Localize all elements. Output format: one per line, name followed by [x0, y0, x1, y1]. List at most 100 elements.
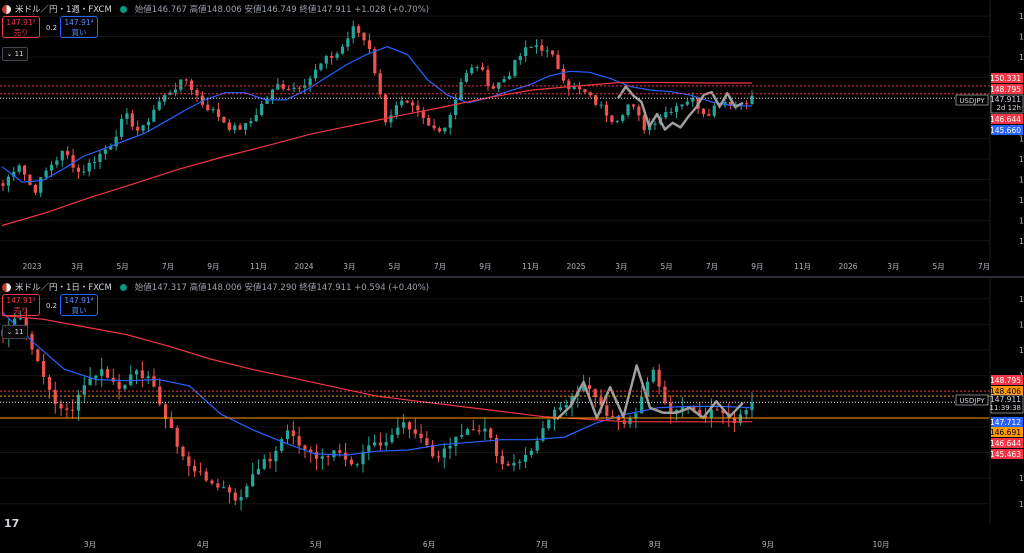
candle — [680, 104, 684, 107]
candle — [669, 402, 673, 414]
candle — [402, 422, 406, 428]
pattern-drawing[interactable] — [556, 364, 744, 421]
level-label-box — [991, 375, 1023, 385]
candle — [82, 171, 86, 173]
candle — [88, 378, 92, 386]
x-tick-label: 5月 — [389, 262, 401, 271]
x-tick-label: 7月 — [162, 262, 174, 271]
candle — [141, 125, 145, 131]
candle — [53, 389, 57, 404]
candle — [405, 100, 409, 103]
pattern-drawing[interactable] — [616, 85, 744, 131]
y-tick-label: 132.000 — [1019, 176, 1024, 185]
buy-button[interactable]: 147.91⁴ 買い — [60, 16, 98, 38]
pane-divider[interactable] — [0, 276, 1024, 278]
candle — [642, 115, 646, 131]
candle — [651, 369, 655, 382]
candle — [22, 165, 27, 175]
market-open-icon — [119, 5, 127, 13]
candle — [491, 86, 495, 89]
candle — [480, 67, 485, 70]
x-tick-label: 6月 — [423, 540, 435, 549]
candle — [65, 408, 69, 410]
level-label-text: 150.331 — [990, 74, 1021, 83]
x-tick-label: 7月 — [434, 262, 446, 271]
candle — [626, 104, 630, 116]
candle — [464, 73, 469, 82]
x-tick-label: 7月 — [978, 262, 990, 271]
candle — [18, 318, 23, 320]
candle — [319, 63, 323, 70]
collapse-indicators-button[interactable]: ⌄ 11 — [2, 325, 28, 339]
level-label-box — [991, 84, 1023, 94]
candle — [582, 385, 586, 392]
candle — [195, 89, 199, 96]
candle — [416, 105, 420, 111]
candle — [615, 120, 619, 123]
candle — [346, 38, 350, 47]
candle — [265, 98, 269, 104]
candle — [340, 46, 345, 54]
level-label-text: 147.712 — [990, 418, 1021, 427]
candle — [610, 115, 614, 123]
tradingview-logo[interactable]: 17 — [4, 517, 20, 530]
candle — [251, 474, 255, 487]
candle — [715, 409, 719, 411]
last-price-text: 147.911 — [990, 95, 1021, 104]
level-label-box — [991, 417, 1023, 427]
level-label-box — [991, 449, 1023, 459]
candle — [140, 370, 144, 378]
x-tick-label: 11月 — [250, 262, 267, 271]
candle — [512, 462, 516, 466]
sell-price: 147.91² — [6, 18, 36, 27]
top-symbol[interactable]: 米ドル／円・1週・FXCM — [15, 5, 112, 15]
symbol-box — [955, 394, 989, 406]
x-tick-label: 7月 — [536, 540, 548, 549]
sell-button[interactable]: 147.91² 売り — [2, 16, 40, 38]
candle — [320, 456, 324, 459]
candle — [502, 79, 506, 83]
candle — [494, 437, 499, 456]
candle — [588, 92, 592, 96]
candle — [529, 450, 533, 455]
candle — [211, 109, 215, 111]
daily-chart[interactable]: 156.000154.000152.000150.000148.000146.0… — [0, 278, 1024, 553]
candle — [605, 405, 609, 416]
level-label-text: 146.691 — [990, 428, 1021, 437]
sell-button[interactable]: 147.91² 売り — [2, 294, 40, 316]
buy-button[interactable]: 147.91⁴ 買い — [60, 294, 98, 316]
sell-label: 売り — [13, 306, 29, 315]
candle — [431, 445, 435, 457]
candle — [448, 445, 452, 449]
candle — [335, 53, 339, 58]
candle — [189, 80, 194, 90]
candle — [233, 492, 237, 501]
candle — [129, 374, 133, 385]
daily-chart-pane[interactable]: 156.000154.000152.000150.000148.000146.0… — [0, 278, 1024, 553]
candle — [383, 94, 388, 123]
collapse-indicators-button[interactable]: ⌄ 11 — [2, 47, 28, 61]
level-label-text: 148.795 — [990, 376, 1021, 385]
x-tick-label: 4月 — [197, 540, 209, 549]
candle — [500, 455, 504, 465]
level-label-text: 146.644 — [990, 115, 1021, 124]
candle — [489, 428, 493, 438]
candle — [227, 122, 231, 130]
buy-price: 147.91⁴ — [64, 18, 94, 27]
candle — [47, 376, 52, 390]
candle — [587, 385, 592, 390]
x-tick-label: 9月 — [207, 262, 219, 271]
y-tick-label: 128.000 — [1019, 196, 1024, 205]
x-tick-label: 2026 — [838, 262, 857, 271]
weekly-chart[interactable]: 164.000160.000156.000152.000148.000144.0… — [0, 0, 1024, 277]
x-tick-label: 10月 — [872, 540, 889, 549]
candle — [721, 409, 725, 414]
last-price-text: 147.911 — [990, 395, 1021, 404]
candle — [357, 26, 361, 33]
bottom-symbol[interactable]: 米ドル／円・1日・FXCM — [15, 283, 112, 293]
candle — [163, 94, 167, 102]
candle — [36, 349, 40, 361]
weekly-chart-pane[interactable]: 164.000160.000156.000152.000148.000144.0… — [0, 0, 1024, 277]
candle — [157, 101, 161, 110]
candle — [303, 445, 307, 450]
